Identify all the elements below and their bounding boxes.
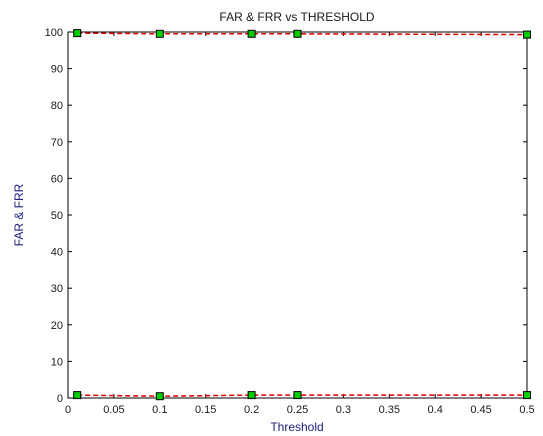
data-point-marker: [247, 391, 256, 400]
x-tick-label: 0.1: [152, 404, 167, 416]
y-tick-label: 80: [51, 100, 63, 112]
x-tick-label: 0: [65, 404, 71, 416]
data-point-marker: [247, 29, 256, 38]
x-tick-label: 0.05: [103, 404, 124, 416]
y-tick-label: 100: [45, 27, 63, 39]
series-line-1: [77, 32, 528, 36]
x-tick-label: 0.4: [428, 404, 443, 416]
x-tick-label: 0.5: [519, 404, 534, 416]
data-point-marker: [73, 391, 82, 400]
chart-title: FAR & FRR vs THRESHOLD: [219, 10, 374, 24]
y-axis-label: FAR & FRR: [12, 183, 26, 246]
data-point-marker: [523, 391, 531, 400]
data-point-marker: [155, 392, 164, 401]
series-layer: [73, 29, 531, 401]
y-tick-label: 60: [51, 173, 63, 185]
x-tick-label: 0.2: [244, 404, 259, 416]
x-tick-label: 0.15: [195, 404, 216, 416]
x-tick-label: 0.3: [336, 404, 351, 416]
y-tick-label: 50: [51, 210, 63, 222]
data-point-marker: [523, 30, 531, 39]
data-point-marker: [73, 29, 82, 38]
y-tick-label: 90: [51, 64, 63, 76]
data-point-marker: [155, 29, 164, 38]
y-tick-label: 10: [51, 356, 63, 368]
x-tick-label: 0.35: [379, 404, 400, 416]
axis-ticks: 0 0.05 0.1 0.15 0.2 0.25 0.3 0.35 0.4 0.45 0.5 0 10 2…: [45, 27, 535, 416]
y-tick-label: 70: [51, 137, 63, 149]
series-line-2: [77, 394, 527, 397]
y-tick-label: 20: [51, 320, 63, 332]
y-tick-label: 0: [57, 393, 63, 405]
data-point-marker: [293, 391, 302, 400]
data-point-marker: [293, 29, 302, 38]
y-tick-label: 40: [51, 247, 63, 259]
x-tick-label: 0.25: [287, 404, 308, 416]
x-tick-label: 0.45: [470, 404, 491, 416]
y-tick-label: 30: [51, 283, 63, 295]
x-axis-label: Threshold: [270, 420, 323, 434]
